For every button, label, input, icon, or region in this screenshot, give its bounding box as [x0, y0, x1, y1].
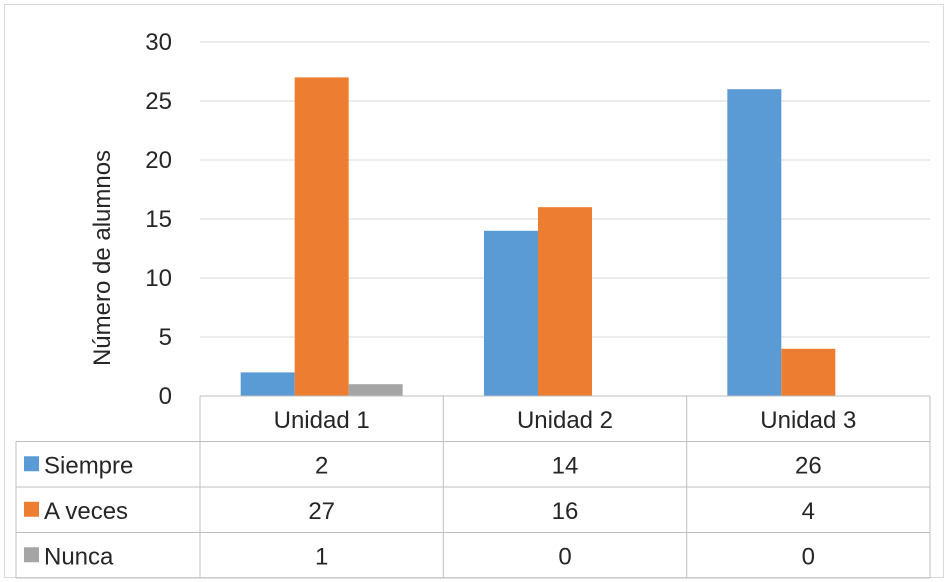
- y-tick-label: 20: [145, 147, 172, 174]
- chart-frame: [4, 4, 944, 578]
- bar-siempre-2: [484, 230, 538, 396]
- x-category-label: Unidad 1: [274, 407, 370, 434]
- bar-nunca-1: [348, 384, 403, 396]
- data-label: 0: [558, 543, 571, 570]
- y-tick-label: 0: [159, 383, 172, 410]
- data-label: 26: [795, 452, 822, 479]
- data-label: 1: [315, 543, 328, 570]
- bars: [240, 77, 836, 397]
- data-label: 16: [552, 498, 579, 525]
- legend-swatch: [24, 501, 39, 517]
- y-tick-label: 5: [159, 324, 172, 351]
- y-axis-label: Número de alumnos: [89, 150, 116, 366]
- legend-label: A veces: [44, 498, 128, 525]
- bar-siempre-1: [240, 372, 295, 396]
- legend-label: Nunca: [44, 543, 114, 570]
- legend-swatch: [24, 547, 39, 563]
- y-tick-label: 15: [145, 206, 172, 233]
- y-tick-label: 25: [145, 88, 172, 115]
- data-label: 2: [315, 452, 328, 479]
- data-label: 0: [802, 543, 815, 570]
- bar-a-veces-3: [781, 348, 836, 396]
- y-tick-label: 10: [145, 265, 172, 292]
- bar-siempre-3: [727, 89, 782, 396]
- x-category-label: Unidad 3: [760, 407, 856, 434]
- bar-a-veces-2: [538, 207, 592, 396]
- data-label: 14: [552, 452, 579, 479]
- data-label: 4: [802, 498, 815, 525]
- x-category-label: Unidad 2: [517, 407, 613, 434]
- legend-label: Siempre: [44, 452, 133, 479]
- y-axis-ticks: 0 5 10 15 20 25 30: [145, 29, 172, 410]
- data-label: 27: [308, 498, 335, 525]
- y-tick-label: 30: [145, 29, 172, 56]
- legend-swatch: [24, 456, 39, 472]
- bar-a-veces-1: [294, 77, 349, 397]
